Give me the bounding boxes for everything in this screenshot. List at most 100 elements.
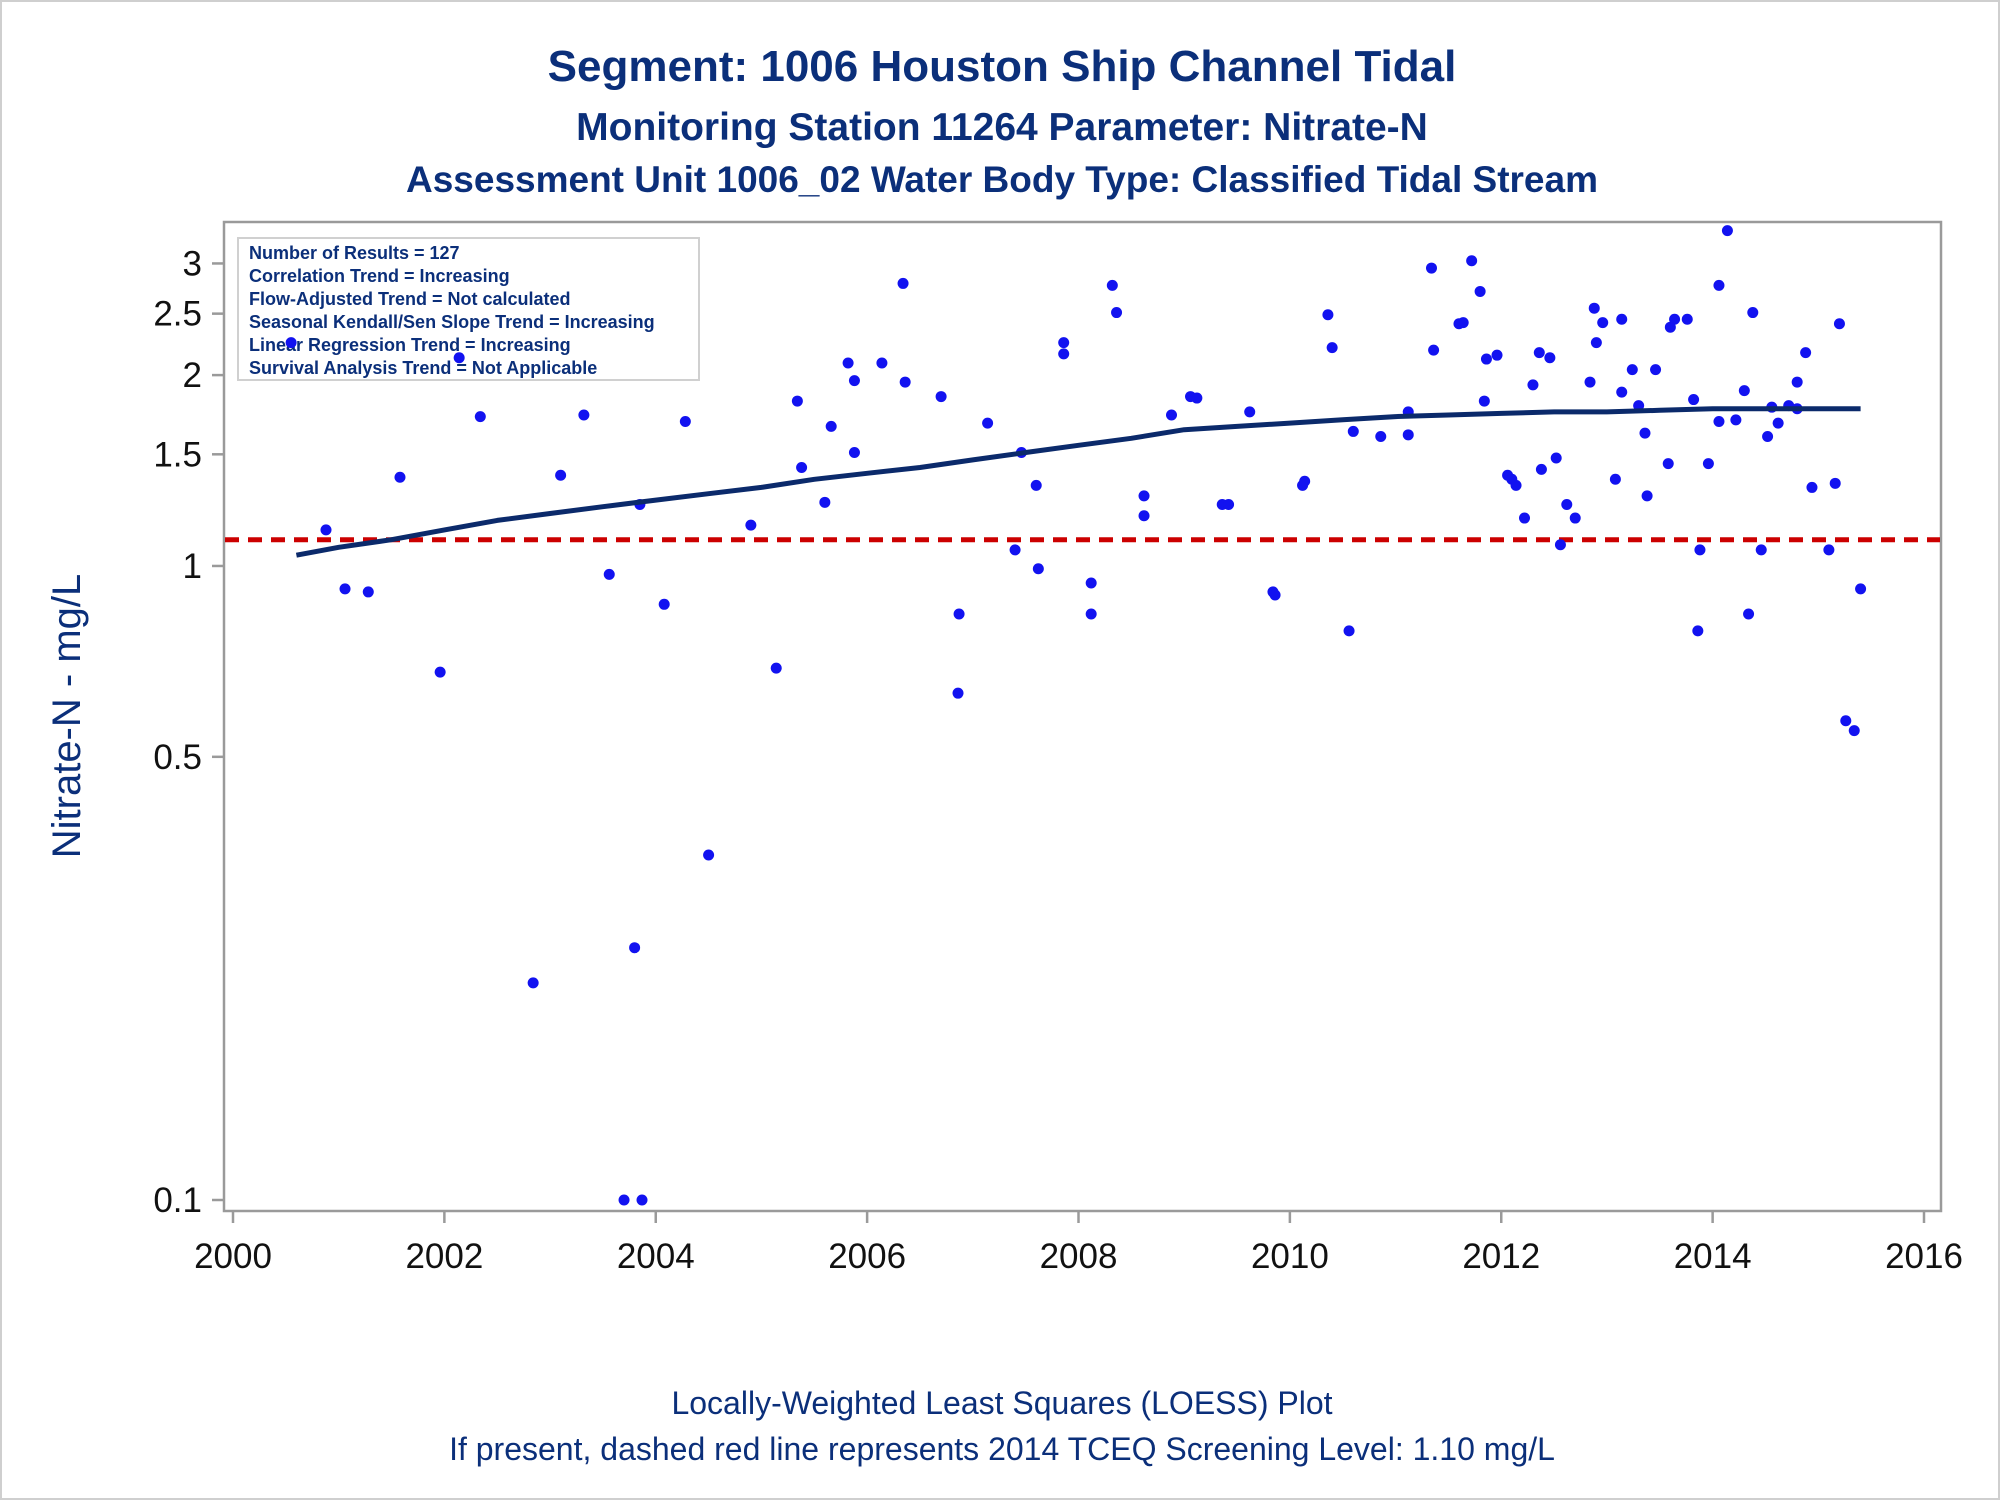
loess-curve (296, 409, 1860, 556)
data-point (1466, 255, 1477, 266)
data-point (1058, 348, 1069, 359)
data-point (1344, 625, 1355, 636)
data-point (1627, 364, 1638, 375)
data-point (1610, 474, 1621, 485)
x-tick-label: 2006 (828, 1237, 906, 1276)
data-point (528, 977, 539, 988)
data-point (1375, 431, 1386, 442)
stats-number-of-results: Number of Results = 127 (249, 243, 460, 263)
data-point (1669, 314, 1680, 325)
stats-box: Number of Results = 127 Correlation Tren… (238, 238, 699, 380)
data-point (1849, 725, 1860, 736)
data-point (1743, 608, 1754, 619)
y-tick-label: 0.5 (153, 738, 202, 777)
data-point (1747, 307, 1758, 318)
data-point (1551, 453, 1562, 464)
data-point (1481, 354, 1492, 365)
chart-subtitle-assessment: Assessment Unit 1006_02 Water Body Type:… (406, 159, 1598, 200)
data-point (1616, 314, 1627, 325)
data-point (1688, 394, 1699, 405)
data-point (1348, 426, 1359, 437)
chart-svg: Segment: 1006 Houston Ship Channel Tidal… (2, 2, 2000, 1502)
data-point (771, 663, 782, 674)
y-tick-label: 0.1 (153, 1181, 202, 1220)
footnote-screening-level: If present, dashed red line represents 2… (449, 1431, 1555, 1467)
data-point (826, 421, 837, 432)
data-point (578, 410, 589, 421)
data-point (876, 357, 887, 368)
data-point (954, 608, 965, 619)
data-point (982, 418, 993, 429)
x-tick-label: 2004 (617, 1237, 695, 1276)
data-point (1694, 544, 1705, 555)
data-point (792, 396, 803, 407)
data-point (843, 357, 854, 368)
x-tick-label: 2016 (1885, 1237, 1963, 1276)
data-point (1475, 286, 1486, 297)
stats-seasonal-kendall-trend: Seasonal Kendall/Sen Slope Trend = Incre… (249, 312, 655, 332)
stats-correlation-trend: Correlation Trend = Increasing (249, 266, 510, 286)
data-point (1479, 396, 1490, 407)
y-tick-label: 1 (183, 547, 202, 586)
data-point (745, 520, 756, 531)
data-point (1270, 589, 1281, 600)
y-tick-label: 3 (183, 244, 202, 283)
data-point (659, 599, 670, 610)
y-axis: 0.1 0.5 1 1.5 2 2.5 3 (153, 244, 224, 1220)
data-point (1806, 482, 1817, 493)
x-tick-label: 2010 (1251, 1237, 1329, 1276)
data-point (1555, 539, 1566, 550)
data-point (1639, 428, 1650, 439)
data-point (1713, 416, 1724, 427)
data-point (796, 462, 807, 473)
y-tick-label: 2.5 (153, 295, 202, 334)
data-point (703, 850, 714, 861)
data-point (1492, 350, 1503, 361)
data-point (1663, 458, 1674, 469)
data-point (1534, 347, 1545, 358)
data-point (849, 375, 860, 386)
data-point (898, 278, 909, 289)
data-point (1428, 345, 1439, 356)
data-point (1519, 513, 1530, 524)
data-point (1166, 410, 1177, 421)
data-point (1650, 364, 1661, 375)
data-point (1773, 418, 1784, 429)
x-tick-label: 2014 (1674, 1237, 1752, 1276)
data-point (1527, 379, 1538, 390)
data-point (936, 391, 947, 402)
footnote-loess: Locally-Weighted Least Squares (LOESS) P… (671, 1385, 1332, 1421)
data-point (1642, 490, 1653, 501)
chart-title: Segment: 1006 Houston Ship Channel Tidal (548, 42, 1457, 91)
data-point (1058, 337, 1069, 348)
data-point (1139, 510, 1150, 521)
data-point (1244, 406, 1255, 417)
stats-survival-analysis-trend: Survival Analysis Trend = Not Applicable (249, 358, 597, 378)
stats-linear-regression-trend: Linear Regression Trend = Increasing (249, 335, 571, 355)
data-point (1830, 478, 1841, 489)
data-point (1703, 458, 1714, 469)
data-point (1616, 387, 1627, 398)
y-tick-label: 1.5 (153, 435, 202, 474)
data-point (1597, 317, 1608, 328)
data-point (1107, 280, 1118, 291)
data-point (1086, 608, 1097, 619)
y-tick-label: 2 (183, 356, 202, 395)
data-point (1561, 499, 1572, 510)
y-axis-label: Nitrate-N - mg/L (45, 574, 89, 859)
data-point (363, 586, 374, 597)
x-axis: 2000 2002 2004 2006 2008 2010 2012 2014 2016 (194, 1211, 1963, 1276)
chart-subtitle-station: Monitoring Station 11264 Parameter: Nitr… (576, 106, 1428, 149)
data-point (1762, 431, 1773, 442)
data-point (849, 447, 860, 458)
x-tick-label: 2000 (194, 1237, 272, 1276)
data-point (1191, 393, 1202, 404)
data-point (340, 583, 351, 594)
data-point (1458, 317, 1469, 328)
data-point (1544, 352, 1555, 363)
data-point (1033, 563, 1044, 574)
data-point (1322, 309, 1333, 320)
data-point (900, 377, 911, 388)
data-point (1823, 544, 1834, 555)
data-point (1299, 476, 1310, 487)
